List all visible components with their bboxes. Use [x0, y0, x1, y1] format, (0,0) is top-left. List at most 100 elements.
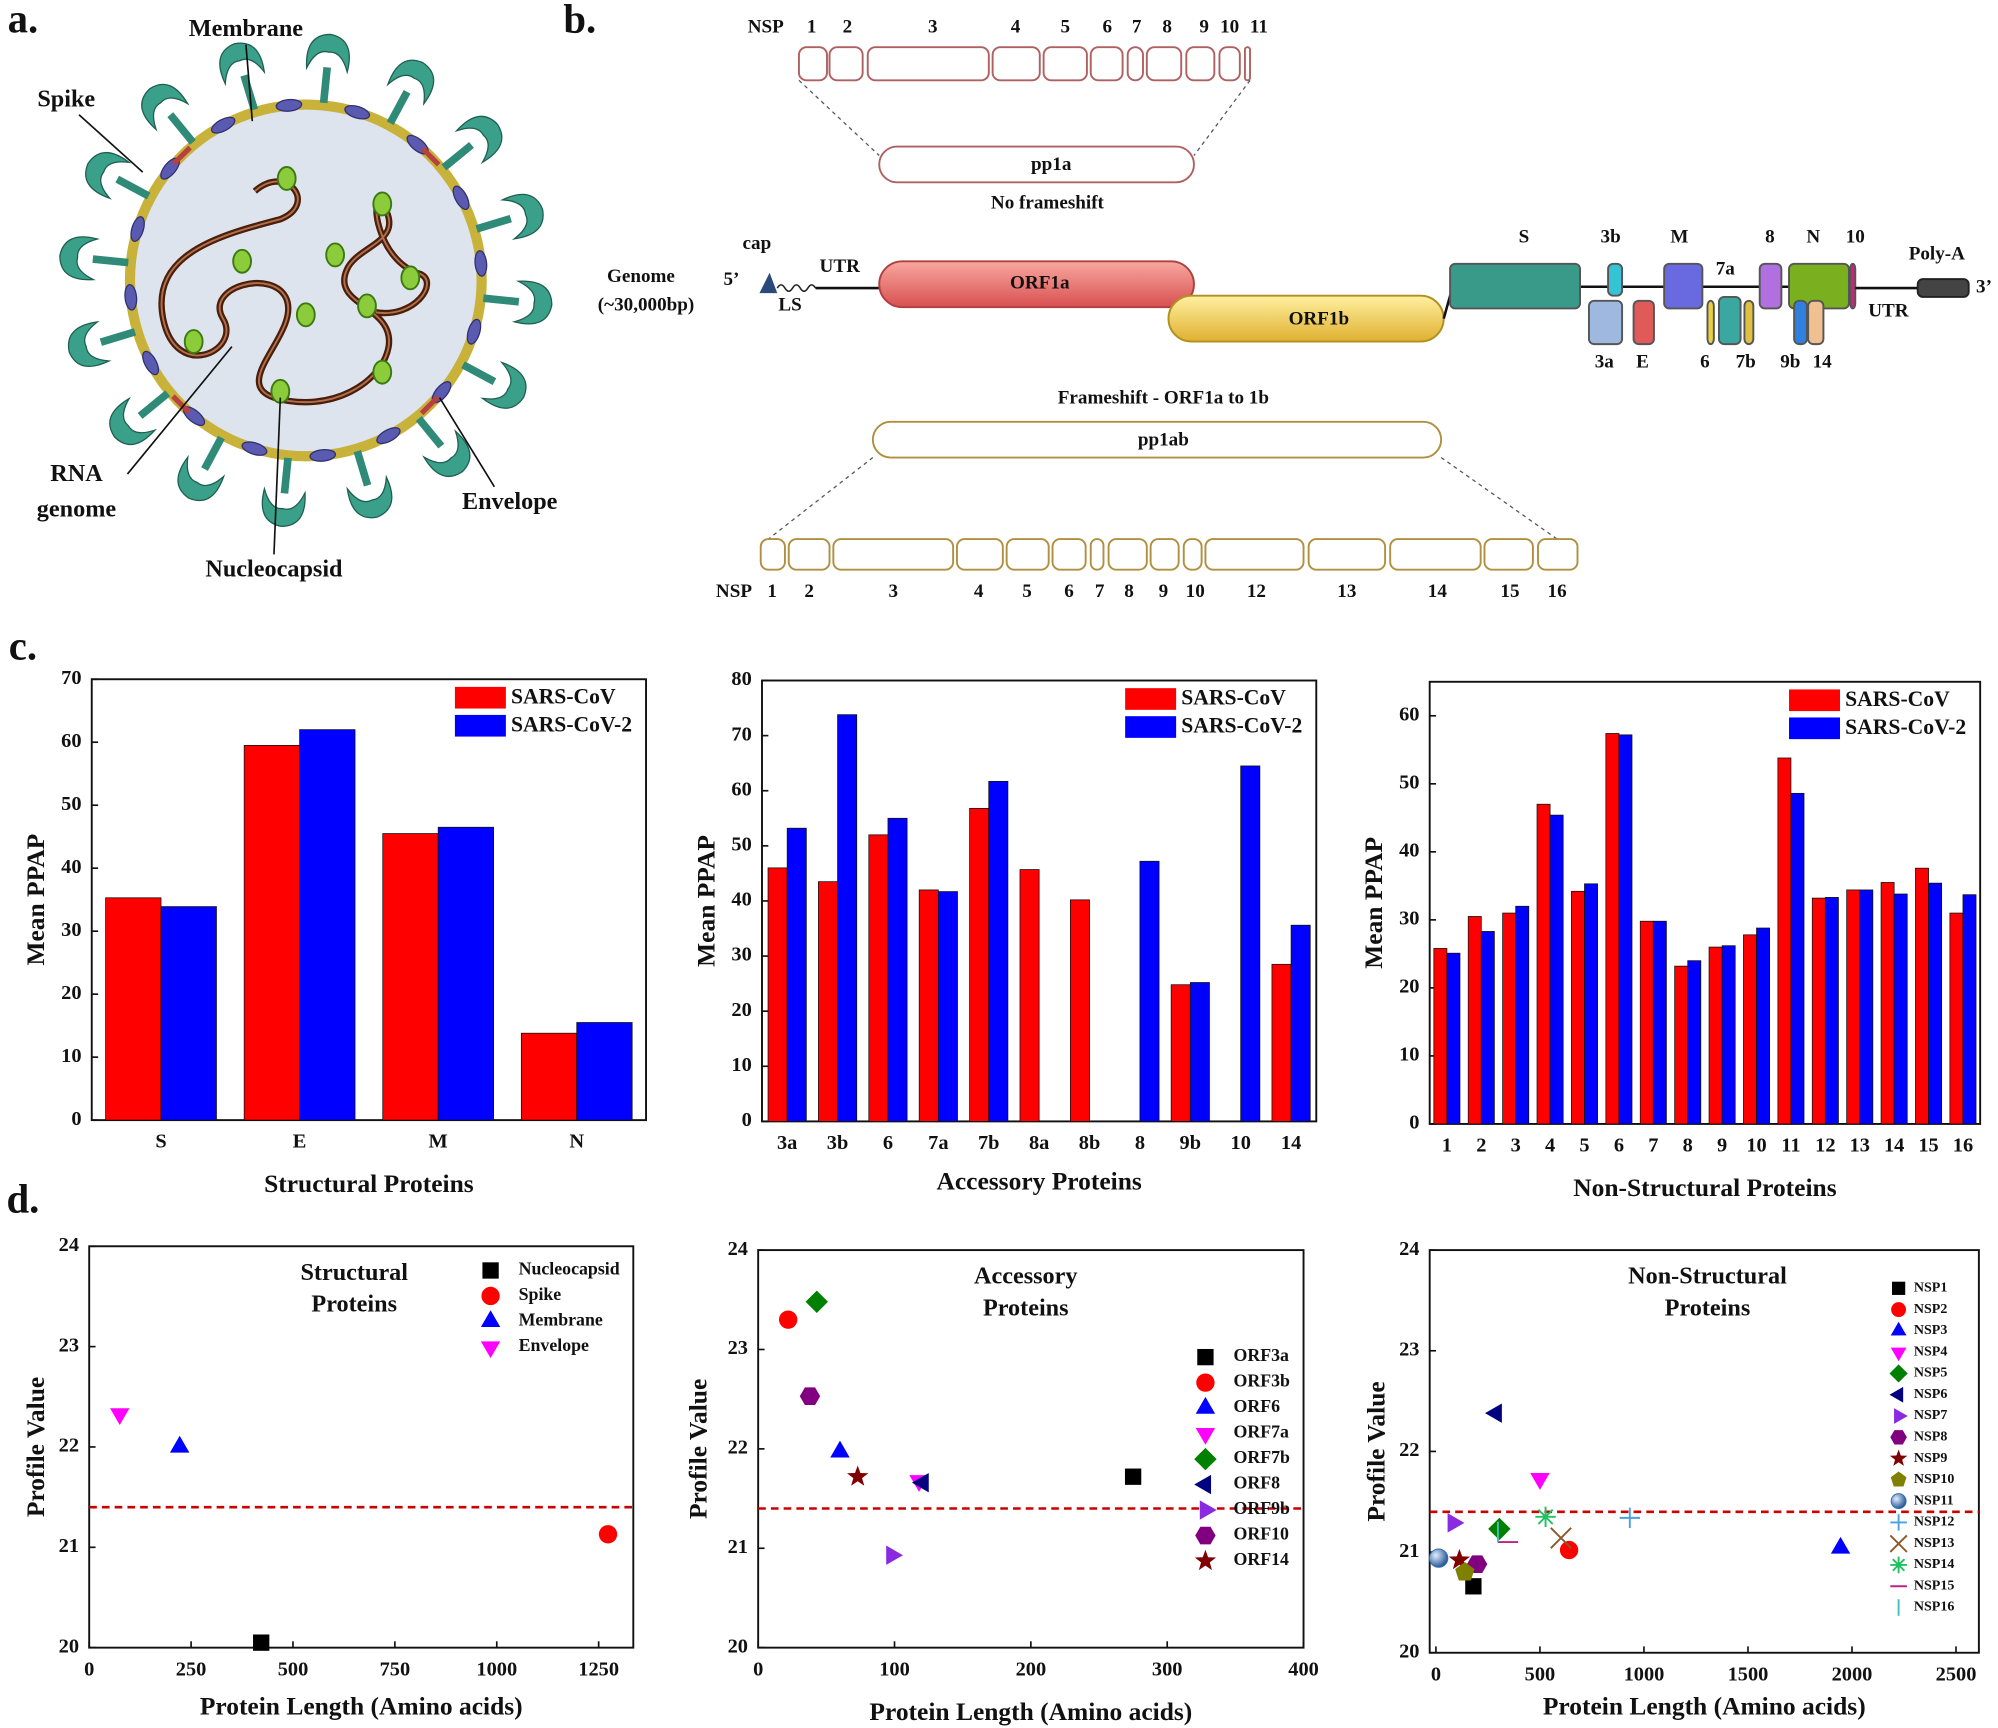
bar [382, 833, 439, 1121]
spike-head [346, 474, 393, 519]
orf1a-box [878, 260, 1195, 309]
x-tick-label: 8 [1683, 1135, 1693, 1157]
bar [1433, 948, 1448, 1125]
bar [887, 817, 908, 1122]
x-tick-label: 250 [176, 1658, 207, 1680]
y-tick-label: 20 [731, 999, 751, 1021]
legend-label: NSP16 [1914, 1600, 1954, 1615]
label: 14 [1813, 352, 1833, 373]
x-tick-label: 3a [777, 1132, 797, 1154]
bar [1139, 860, 1160, 1122]
connector [1193, 79, 1251, 156]
bar [1019, 869, 1040, 1122]
bar [1240, 765, 1261, 1122]
spike-stem [386, 89, 411, 126]
x-tick-label: 500 [1525, 1663, 1556, 1685]
nsp-box [1243, 46, 1251, 82]
y-axis-label: Mean PPAP [1359, 837, 1388, 969]
label: No frameshift [991, 192, 1105, 213]
envelope-protein [171, 145, 192, 166]
label: 16 [1548, 581, 1567, 602]
label: LS [778, 294, 801, 315]
spike-stem [201, 435, 225, 471]
polyprotein [871, 420, 1443, 459]
x-tick-label: 14 [1884, 1135, 1904, 1157]
panel-label: d. [6, 1176, 39, 1221]
label: 13 [1337, 581, 1356, 602]
nsp-box [1051, 538, 1087, 571]
membrane-protein [142, 350, 160, 376]
y-tick-label: 0 [71, 1108, 81, 1130]
x-tick-label: S [155, 1131, 166, 1153]
data-point [886, 1545, 903, 1565]
nsp-box [797, 46, 828, 82]
x-tick-label: 200 [1016, 1658, 1047, 1680]
nsp-box [1182, 538, 1203, 571]
x-tick-label: 5 [1579, 1135, 1589, 1157]
legend-marker [1891, 1302, 1907, 1318]
label: 5 [1060, 16, 1070, 37]
legend-label: ORF3b [1233, 1371, 1290, 1391]
nsp-box [1145, 46, 1183, 82]
spike-head [422, 429, 471, 477]
nsp-box [1483, 538, 1534, 571]
data-point [1559, 1540, 1579, 1560]
y-tick-label: 20 [728, 1635, 748, 1657]
label: genome [37, 496, 117, 523]
y-tick-label: 30 [731, 944, 751, 966]
data-point [1535, 1506, 1556, 1528]
bar [1824, 897, 1839, 1125]
bar [1790, 792, 1805, 1125]
label: 9 [1199, 16, 1209, 37]
x-tick-label: 0 [753, 1658, 763, 1680]
bar [1618, 734, 1633, 1125]
label: M [1670, 227, 1688, 248]
y-tick-label: 50 [1399, 771, 1419, 793]
panel-label: c. [9, 623, 37, 668]
y-tick-label: 60 [731, 778, 751, 800]
bar [1605, 733, 1620, 1125]
gene-box [1607, 262, 1624, 297]
data-point [1830, 1536, 1851, 1554]
membrane-protein [344, 104, 371, 120]
bar [1893, 893, 1908, 1125]
connector [767, 457, 874, 540]
label: 3’ [1976, 276, 1992, 297]
spike-head [59, 236, 100, 281]
legend-label: SARS-CoV-2 [1845, 715, 1966, 739]
label: NSP [716, 581, 752, 602]
data-point [911, 1472, 929, 1493]
bar [520, 1032, 578, 1121]
data-point [778, 1310, 798, 1329]
x-tick-label: 12 [1815, 1135, 1835, 1157]
data-point [830, 1440, 850, 1458]
legend-swatch [1789, 689, 1840, 712]
legend-label: ORF9b [1233, 1498, 1290, 1518]
label: Envelope [462, 488, 558, 515]
legend-marker [480, 1341, 501, 1359]
membrane-protein [466, 318, 482, 345]
label: UTR [1868, 301, 1909, 322]
legend-label: ORF14 [1233, 1549, 1289, 1569]
spike-stem [415, 416, 445, 449]
x-tick-label: 400 [1288, 1658, 1319, 1680]
y-tick-label: 0 [742, 1109, 752, 1131]
chart-title: Proteins [311, 1291, 397, 1318]
data-point [1124, 1468, 1142, 1485]
legend-label: NSP1 [1914, 1281, 1947, 1296]
x-tick-label: 11 [1781, 1135, 1800, 1157]
panel-label: b. [563, 0, 596, 41]
label: 10 [1186, 581, 1205, 602]
x-tick-label: 100 [879, 1658, 910, 1680]
legend-label: ORF3a [1233, 1345, 1289, 1365]
y-axis-label: Mean PPAP [691, 835, 720, 967]
bar [1502, 912, 1517, 1125]
spike-head [386, 59, 435, 107]
label: NSP [748, 16, 784, 37]
y-tick-label: 40 [731, 889, 751, 911]
x-tick-label: 1000 [1624, 1663, 1665, 1685]
legend-label: Membrane [519, 1310, 603, 1330]
nucleocapsid-protein [357, 293, 377, 319]
nucleocapsid-protein [295, 302, 316, 328]
